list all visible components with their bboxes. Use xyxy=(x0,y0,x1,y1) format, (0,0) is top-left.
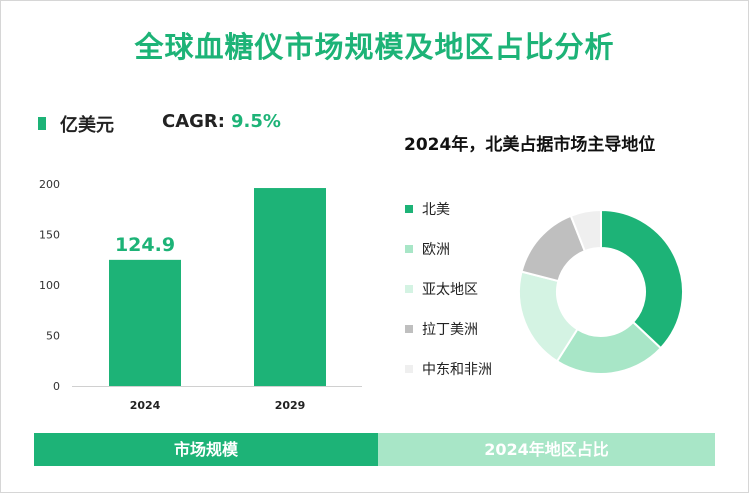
legend-label: 拉丁美洲 xyxy=(422,322,478,338)
footer-region-share: 2024年地区占比 xyxy=(378,433,715,466)
x-tick-label: 2024 xyxy=(130,399,161,412)
legend-swatch xyxy=(405,325,413,333)
unit-legend-swatch xyxy=(38,117,46,130)
legend-label: 亚太地区 xyxy=(422,282,478,298)
footer-market-size: 市场规模 xyxy=(34,433,378,466)
legend-swatch xyxy=(405,365,413,373)
y-tick-label: 200 xyxy=(39,178,60,191)
legend-swatch xyxy=(405,285,413,293)
cagr-value: 9.5% xyxy=(230,111,281,132)
donut-slice-0 xyxy=(600,208,684,350)
legend-swatch xyxy=(405,245,413,253)
y-tick-label: 0 xyxy=(53,380,60,393)
legend-label: 中东和非洲 xyxy=(422,362,492,378)
y-tick-label: 50 xyxy=(46,330,60,343)
donut-slice-4 xyxy=(569,208,602,253)
page-title: 全球血糖仪市场规模及地区占比分析 xyxy=(134,30,615,64)
pie-title: 2024年，北美占据市场主导地位 xyxy=(404,135,656,155)
unit-label: 亿美元 xyxy=(60,115,114,136)
bar-2029 xyxy=(254,188,326,386)
bar-data-label: 124.9 xyxy=(115,234,175,256)
legend-swatch xyxy=(405,205,413,213)
x-tick-label: 2029 xyxy=(275,399,306,412)
legend-label: 欧洲 xyxy=(422,242,450,258)
y-tick-label: 100 xyxy=(39,279,60,292)
legend-label: 北美 xyxy=(422,202,450,218)
y-tick-label: 150 xyxy=(39,229,60,242)
cagr-prefix: CAGR: xyxy=(162,111,225,132)
cagr-label: CAGR: 9.5% xyxy=(162,111,281,132)
bar-2024 xyxy=(109,259,181,386)
